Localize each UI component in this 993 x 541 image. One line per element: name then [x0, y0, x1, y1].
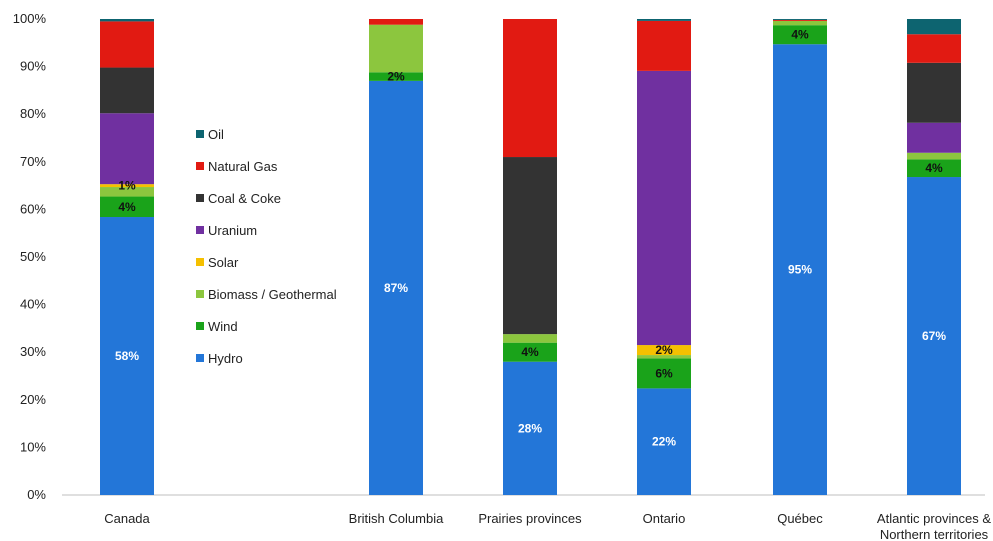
bar-segment	[773, 20, 827, 26]
bar-segment	[907, 19, 961, 35]
data-label: 4%	[925, 161, 943, 175]
data-label: 67%	[922, 329, 946, 343]
bar-segment	[907, 34, 961, 63]
bar-segment	[637, 20, 691, 71]
legend-label: Coal & Coke	[208, 191, 281, 206]
bar-segment	[637, 19, 691, 21]
y-tick-label: 0%	[27, 487, 46, 502]
bar-segment	[637, 70, 691, 346]
data-label: 87%	[384, 281, 408, 295]
bar-segment	[503, 157, 557, 335]
legend-label: Uranium	[208, 223, 257, 238]
legend-swatch	[196, 226, 204, 234]
bar-segment	[100, 196, 154, 218]
bar-segment	[100, 113, 154, 185]
data-labels: 58% 4% 1% 87% 2% 28% 4% 22% 6% 2% 95% 4% 67% 4%	[115, 28, 946, 449]
legend-item: Wind	[196, 319, 238, 334]
legend-swatch	[196, 130, 204, 138]
data-label: 58%	[115, 349, 139, 363]
bar-segment	[100, 21, 154, 68]
x-category-label: Atlantic provinces & Northern territories	[877, 511, 991, 541]
bar-segment	[100, 184, 154, 188]
legend-item: Uranium	[196, 223, 257, 238]
legend-item: Solar	[196, 255, 239, 270]
bar-segment	[637, 345, 691, 356]
bar-segment	[907, 62, 961, 123]
legend-label: Wind	[208, 319, 238, 334]
legend-label: Biomass / Geothermal	[208, 287, 337, 302]
bar-segment	[907, 177, 961, 496]
data-label: 4%	[521, 345, 539, 359]
x-category-label: British Columbia	[349, 511, 444, 526]
legend-swatch	[196, 290, 204, 298]
bar-segment	[100, 67, 154, 114]
y-tick-label: 90%	[20, 59, 46, 74]
legend-swatch	[196, 258, 204, 266]
y-tick-label: 20%	[20, 392, 46, 407]
legend-item: Oil	[196, 127, 224, 142]
legend: Oil Natural Gas Coal & Coke Uranium Solar Bio…	[196, 127, 337, 366]
legend-label: Hydro	[208, 351, 243, 366]
y-tick-label: 50%	[20, 249, 46, 264]
legend-label: Natural Gas	[208, 159, 278, 174]
y-tick-label: 60%	[20, 201, 46, 216]
bar-segment	[369, 24, 423, 73]
bar-segment	[637, 355, 691, 359]
legend-swatch	[196, 162, 204, 170]
bar-segment	[773, 44, 827, 496]
x-category-label: Québec	[777, 511, 823, 526]
bar-segment	[773, 25, 827, 45]
axes: 0% 10% 20% 30% 40% 50% 60% 70% 80% 90% 100% Canada B…	[13, 11, 992, 541]
bar-segment	[369, 19, 423, 25]
data-label: 4%	[118, 200, 136, 214]
bar-segment	[637, 358, 691, 389]
legend-item: Hydro	[196, 351, 243, 366]
y-tick-label: 10%	[20, 439, 46, 454]
legend-label: Oil	[208, 127, 224, 142]
legend-label: Solar	[208, 255, 239, 270]
bar-segment	[907, 152, 961, 160]
data-label: 2%	[387, 70, 405, 84]
bar-segment	[503, 342, 557, 362]
bar-segment	[907, 159, 961, 178]
legend-item: Coal & Coke	[196, 191, 281, 206]
data-label: 4%	[791, 28, 809, 42]
bar-segment	[637, 388, 691, 495]
y-tick-label: 70%	[20, 154, 46, 169]
bar-segment	[369, 80, 423, 495]
bar-segment	[503, 334, 557, 343]
bar-segment	[100, 19, 154, 22]
x-category-label: Prairies provinces	[478, 511, 582, 526]
legend-swatch	[196, 354, 204, 362]
legend-item: Biomass / Geothermal	[196, 287, 337, 302]
bar-segment	[369, 72, 423, 81]
bar-segment	[773, 19, 827, 20]
legend-swatch	[196, 322, 204, 330]
y-tick-label: 40%	[20, 297, 46, 312]
x-category-label: Canada	[104, 511, 150, 526]
legend-item: Natural Gas	[196, 159, 278, 174]
legend-swatch	[196, 194, 204, 202]
bar-segment	[100, 217, 154, 496]
y-tick-label: 30%	[20, 344, 46, 359]
bar-segment	[773, 19, 827, 21]
bar-segment	[100, 187, 154, 197]
data-label: 2%	[655, 343, 673, 357]
data-label: 95%	[788, 263, 812, 277]
bar-segment	[907, 122, 961, 153]
bars	[100, 19, 961, 496]
y-tick-label: 100%	[13, 11, 47, 26]
data-label: 1%	[118, 179, 136, 193]
y-tick-label: 80%	[20, 106, 46, 121]
data-label: 6%	[655, 366, 673, 380]
data-label: 28%	[518, 421, 542, 435]
x-category-label: Ontario	[643, 511, 686, 526]
bar-segment	[503, 361, 557, 495]
data-label: 22%	[652, 435, 676, 449]
bar-segment	[503, 19, 557, 158]
